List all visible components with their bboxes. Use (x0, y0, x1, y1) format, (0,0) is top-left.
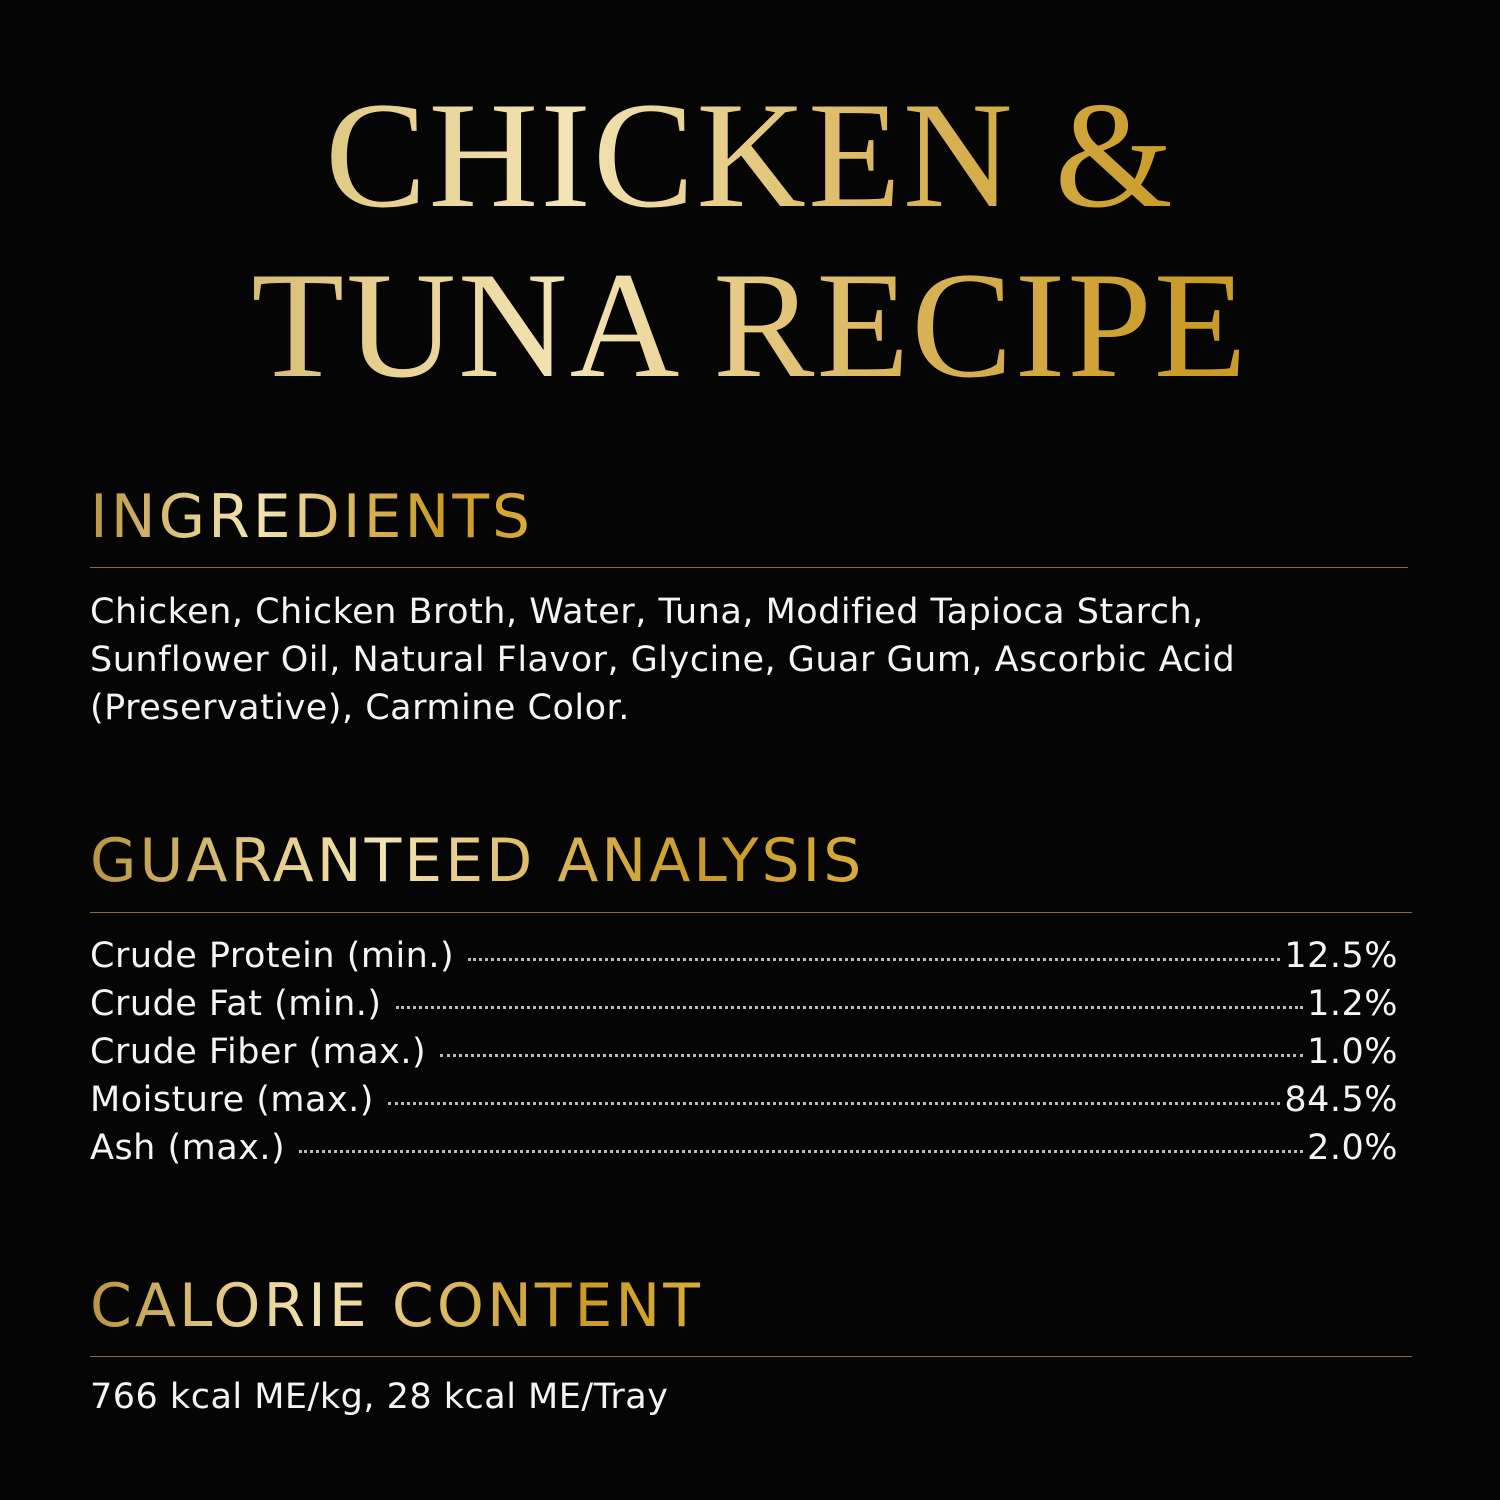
row-label: Crude Protein (min.) (90, 936, 455, 976)
analysis-row: Crude Fat (min.) 1.2% (90, 980, 1398, 1028)
title-line-2: TUNA RECIPE (0, 240, 1500, 410)
leader-dots (299, 1150, 1304, 1153)
analysis-row: Moisture (max.) 84.5% (90, 1076, 1398, 1124)
leader-dots (468, 958, 1281, 961)
ingredients-list: Chicken, Chicken Broth, Water, Tuna, Mod… (90, 588, 1235, 732)
ingredients-line: Chicken, Chicken Broth, Water, Tuna, Mod… (90, 592, 1204, 632)
analysis-table: Crude Protein (min.) 12.5% Crude Fat (min… (90, 932, 1398, 1172)
ingredients-line: (Preservative), Carmine Color. (90, 688, 630, 728)
leader-dots (387, 1102, 1281, 1105)
analysis-row: Ash (max.) 2.0% (90, 1124, 1398, 1172)
calorie-text: 766 kcal ME/kg, 28 kcal ME/Tray (90, 1377, 669, 1417)
analysis-divider (90, 912, 1412, 913)
analysis-row: Crude Protein (min.) 12.5% (90, 932, 1398, 980)
ingredients-divider (90, 567, 1408, 568)
ingredients-heading: INGREDIENTS (90, 482, 534, 552)
row-value: 1.2% (1307, 984, 1398, 1024)
analysis-heading: GUARANTEED ANALYSIS (90, 826, 865, 896)
row-value: 1.0% (1307, 1032, 1398, 1072)
analysis-row: Crude Fiber (max.) 1.0% (90, 1028, 1398, 1076)
row-label: Moisture (max.) (90, 1080, 374, 1120)
leader-dots (440, 1054, 1304, 1057)
row-value: 12.5% (1284, 936, 1398, 976)
row-value: 84.5% (1284, 1080, 1398, 1120)
leader-dots (395, 1006, 1304, 1009)
row-label: Crude Fat (min.) (90, 984, 382, 1024)
row-value: 2.0% (1307, 1128, 1398, 1168)
calorie-heading: CALORIE CONTENT (90, 1271, 703, 1341)
ingredients-line: Sunflower Oil, Natural Flavor, Glycine, … (90, 640, 1236, 680)
row-label: Crude Fiber (max.) (90, 1032, 427, 1072)
row-label: Ash (max.) (90, 1128, 286, 1168)
calorie-divider (90, 1356, 1412, 1357)
title-line-1: CHICKEN & (0, 70, 1500, 240)
